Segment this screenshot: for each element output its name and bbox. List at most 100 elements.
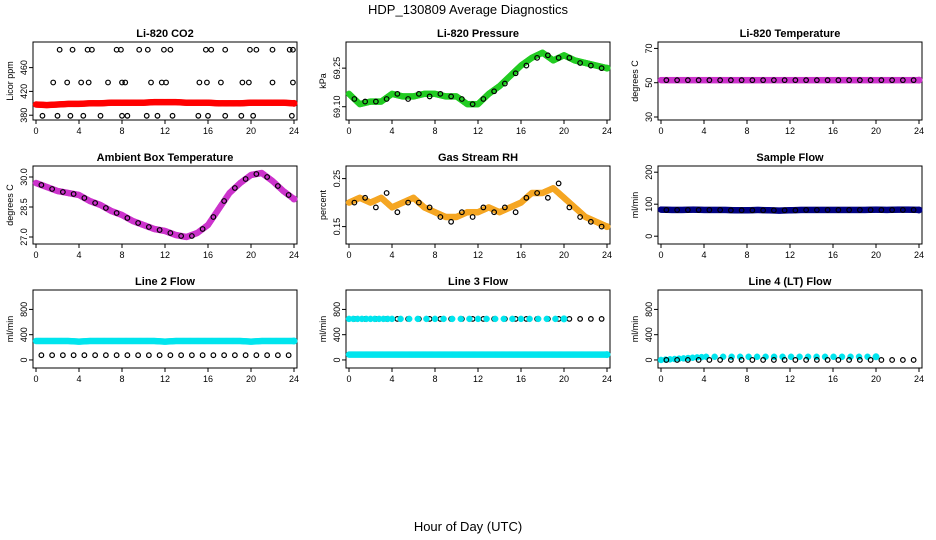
y-axis-label: ml/min bbox=[630, 192, 640, 219]
data-point bbox=[523, 194, 530, 201]
data-point bbox=[415, 90, 422, 97]
data-point bbox=[526, 315, 533, 323]
data-point bbox=[105, 79, 111, 86]
data-point bbox=[286, 46, 293, 53]
panel-title: Li-820 Temperature bbox=[740, 28, 841, 40]
data-point bbox=[208, 46, 215, 53]
data-point bbox=[770, 77, 777, 84]
data-point bbox=[431, 315, 439, 323]
data-point bbox=[491, 209, 498, 216]
x-tick-label: 16 bbox=[516, 126, 526, 136]
data-point bbox=[167, 352, 174, 359]
x-tick-label: 16 bbox=[828, 250, 838, 260]
x-tick-label: 8 bbox=[432, 250, 437, 260]
data-point bbox=[178, 233, 185, 239]
data-point bbox=[830, 353, 837, 361]
panel-8: Line 3 Flow 0 4 8 12 16 20 24 0 400 800 ml/min bbox=[318, 276, 612, 384]
data-point bbox=[577, 315, 584, 322]
x-tick-label: 24 bbox=[914, 126, 924, 136]
panel-5: Gas Stream RH 0 4 8 12 16 20 24 0.15 0.25 percent bbox=[318, 152, 612, 260]
x-tick-label: 0 bbox=[346, 250, 351, 260]
data-point bbox=[835, 77, 842, 84]
data-point bbox=[803, 207, 810, 213]
data-point bbox=[242, 352, 249, 359]
data-point bbox=[706, 207, 713, 213]
x-tick-label: 16 bbox=[516, 374, 526, 384]
data-point bbox=[199, 352, 206, 359]
data-point bbox=[143, 112, 150, 119]
data-point bbox=[824, 357, 831, 363]
x-tick-label: 24 bbox=[289, 374, 299, 384]
data-point bbox=[534, 54, 541, 61]
data-point bbox=[899, 207, 906, 213]
x-tick-label: 16 bbox=[516, 250, 526, 260]
plot-frame bbox=[32, 289, 298, 369]
data-point bbox=[81, 352, 88, 359]
x-tick-label: 12 bbox=[785, 126, 795, 136]
data-point bbox=[70, 352, 77, 359]
x-tick-label: 16 bbox=[203, 250, 213, 260]
y-tick-label: 800 bbox=[19, 302, 29, 317]
data-point bbox=[846, 77, 853, 84]
data-point bbox=[253, 171, 260, 177]
series-hourly bbox=[351, 52, 605, 108]
data-point bbox=[269, 46, 276, 53]
data-point bbox=[437, 214, 444, 220]
series-avg bbox=[32, 98, 298, 109]
data-point bbox=[803, 77, 810, 84]
data-point bbox=[167, 46, 174, 53]
data-point bbox=[448, 93, 455, 100]
x-tick-label: 4 bbox=[389, 374, 394, 384]
data-point bbox=[426, 93, 433, 100]
x-tick-label: 8 bbox=[432, 374, 437, 384]
y-tick-label: 400 bbox=[644, 327, 654, 342]
panel-title: Li-820 CO2 bbox=[136, 28, 193, 40]
x-tick-label: 24 bbox=[914, 250, 924, 260]
data-point bbox=[64, 79, 71, 86]
data-point bbox=[501, 204, 508, 211]
data-point bbox=[847, 353, 854, 361]
y-tick-label: 0 bbox=[19, 357, 29, 362]
data-point bbox=[598, 223, 605, 230]
x-tick-label: 8 bbox=[744, 126, 749, 136]
data-point bbox=[92, 200, 99, 206]
data-point bbox=[555, 180, 562, 187]
panel-2: Li-820 Pressure 0 4 8 12 16 20 24 69.10 69.25 kPa bbox=[318, 28, 612, 136]
series-total bbox=[38, 352, 292, 359]
y-tick-label: 27.0 bbox=[19, 228, 29, 246]
x-tick-label: 4 bbox=[76, 126, 81, 136]
data-point bbox=[221, 198, 228, 204]
series-line2 bbox=[32, 337, 298, 345]
data-point bbox=[222, 46, 229, 53]
x-tick-label: 12 bbox=[473, 374, 483, 384]
data-point bbox=[440, 315, 447, 323]
data-point bbox=[674, 357, 681, 363]
data-point bbox=[796, 353, 803, 361]
data-point bbox=[512, 70, 519, 77]
data-point bbox=[684, 77, 691, 84]
data-point bbox=[285, 352, 292, 359]
data-point bbox=[674, 207, 681, 213]
data-point bbox=[663, 357, 670, 363]
data-point bbox=[856, 207, 863, 213]
y-axis-label: ml/min bbox=[630, 316, 640, 343]
data-point bbox=[113, 210, 120, 216]
series-hourly bbox=[663, 207, 917, 214]
x-tick-label: 12 bbox=[473, 250, 483, 260]
data-point bbox=[598, 65, 605, 72]
data-point bbox=[217, 79, 224, 86]
x-tick-label: 0 bbox=[346, 126, 351, 136]
data-point bbox=[188, 352, 195, 359]
panel-title: Line 3 Flow bbox=[448, 276, 508, 288]
data-point bbox=[543, 315, 551, 323]
data-point bbox=[195, 112, 202, 119]
data-point bbox=[118, 46, 124, 53]
x-tick-label: 4 bbox=[76, 250, 81, 260]
data-point bbox=[813, 77, 820, 84]
data-point bbox=[394, 209, 401, 216]
data-point bbox=[238, 112, 245, 119]
data-point bbox=[517, 315, 525, 323]
x-tick-label: 24 bbox=[602, 374, 612, 384]
data-point bbox=[695, 357, 702, 363]
